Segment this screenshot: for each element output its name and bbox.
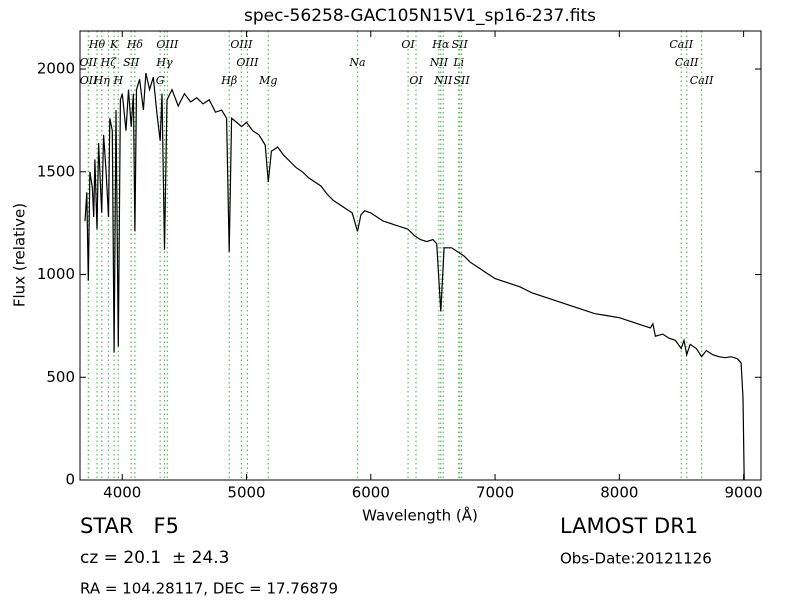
spectral-line-label: OIII (156, 38, 179, 51)
spectral-line-label: OII (80, 74, 98, 87)
x-axis-label: Wavelength (Å) (362, 506, 478, 525)
spectral-line-label: OI (409, 74, 423, 87)
x-tick-label: 7000 (476, 484, 514, 502)
spectral-line-label: Na (348, 56, 365, 69)
x-tick-label: 5000 (227, 484, 265, 502)
spectral-line-label: Hθ (88, 38, 106, 51)
spectral-line-label: OIII (236, 56, 259, 69)
coords-label: RA = 104.28117, DEC = 17.76879 (80, 580, 338, 598)
plot-frame (79, 30, 762, 481)
spectral-line-label: Hη (93, 74, 111, 87)
spectral-line-label: Hγ (155, 56, 173, 69)
spectral-line-label: G (156, 74, 165, 87)
spectrum-line (84, 72, 745, 481)
spectral-line-label: CaII (675, 56, 699, 69)
class-label: STAR F5 (80, 514, 179, 538)
spectral-line-label: CaII (690, 74, 714, 87)
spectral-line-label: K (109, 38, 119, 51)
chart-title: spec-56258-GAC105N15V1_sp16-237.fits (244, 6, 596, 26)
x-tick-label: 8000 (600, 484, 638, 502)
obs-date-label: Obs-Date:20121126 (560, 550, 712, 568)
spectral-line-label: Hζ (100, 56, 118, 69)
spectral-line-label: NII (429, 56, 449, 69)
spectral-line-label: NII (433, 74, 453, 87)
spectral-line-label: OIII (230, 38, 253, 51)
spectral-line-label: Mg (258, 74, 277, 87)
y-tick-label: 1500 (37, 162, 75, 180)
spectral-line-label: H (112, 74, 123, 87)
x-tick-label: 9000 (725, 484, 763, 502)
spectral-line-label: Hα (431, 38, 450, 51)
spectral-line-label: Hδ (126, 38, 144, 51)
spectral-line-label: CaII (669, 38, 693, 51)
x-tick-label: 4000 (103, 484, 141, 502)
spectral-line-label: Hβ (220, 74, 237, 87)
y-tick-label: 0 (65, 471, 75, 489)
spectral-line-label: SII (454, 74, 471, 87)
spectral-line-label: Li (452, 56, 464, 69)
cz-label: cz = 20.1 ± 24.3 (80, 548, 229, 568)
y-axis-label: Flux (relative) (11, 203, 29, 307)
y-tick-label: 500 (46, 368, 75, 386)
y-tick-label: 2000 (37, 60, 75, 78)
survey-label: LAMOST DR1 (560, 514, 698, 538)
spectral-line-label: OI (401, 38, 415, 51)
y-tick-label: 1000 (37, 265, 75, 283)
x-tick-label: 6000 (352, 484, 390, 502)
spectral-line-label: SII (452, 38, 469, 51)
spectral-line-label: SII (123, 56, 140, 69)
